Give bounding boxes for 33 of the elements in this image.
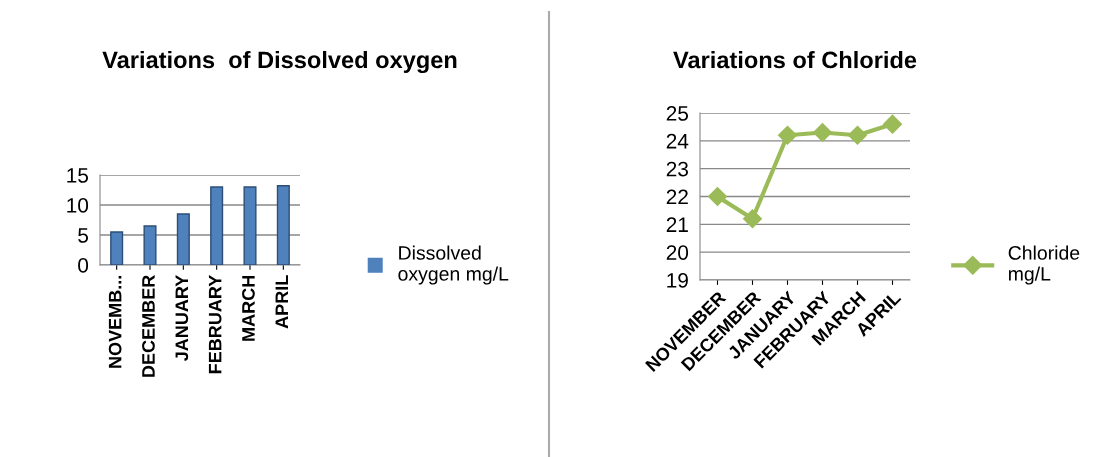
x-tick-label: MARCH — [242, 275, 255, 341]
y-tick-label: 0 — [78, 258, 89, 273]
chart-title: Variations of Dissolved oxygen — [102, 50, 457, 74]
point — [812, 122, 833, 143]
y-tick-label: 23 — [666, 161, 688, 177]
y-tick-label: 5 — [78, 228, 89, 243]
x-tick-label: APRIL — [275, 275, 288, 329]
bar — [210, 186, 224, 265]
point — [882, 114, 903, 134]
bar — [243, 186, 257, 265]
y-tick-label: 24 — [666, 133, 689, 149]
legend-label: Dissolved oxygen mg/L — [398, 245, 509, 285]
point — [847, 125, 868, 145]
x-tick-label: DECEMBER — [142, 275, 155, 377]
x-tick-label: NOVEMB... — [108, 275, 122, 368]
y-tick-label: 21 — [666, 217, 688, 232]
point — [707, 186, 728, 207]
y-tick-label: 10 — [67, 198, 89, 213]
y-tick-label: 22 — [666, 189, 688, 205]
y-tick-label: 19 — [667, 273, 688, 288]
y-tick-label: 25 — [666, 106, 689, 121]
y-tick-label: 15 — [67, 168, 89, 183]
bar — [143, 225, 157, 265]
bar — [276, 185, 290, 265]
chart-title: Variations of Chloride — [673, 51, 917, 69]
point — [777, 125, 798, 145]
x-tick-label: JANUARY — [175, 275, 189, 362]
point — [742, 209, 763, 229]
bar — [110, 231, 124, 265]
y-tick-label: 20 — [666, 245, 689, 260]
x-tick-label: FEBRUARY — [208, 275, 222, 374]
bar — [176, 213, 190, 265]
legend-label: Chloride mg/L — [1008, 245, 1080, 285]
